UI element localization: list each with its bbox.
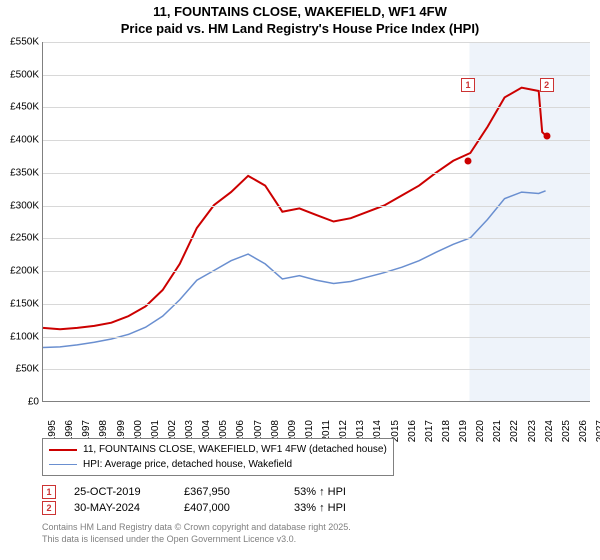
legend-swatch xyxy=(49,449,77,451)
chart-title: 11, FOUNTAINS CLOSE, WAKEFIELD, WF1 4FW … xyxy=(0,0,600,38)
series-hpi xyxy=(43,191,546,348)
data-point-delta: 53% ↑ HPI xyxy=(294,484,356,500)
y-axis-label: £350K xyxy=(1,167,39,178)
y-axis-label: £550K xyxy=(1,37,39,48)
gridline-h xyxy=(43,206,590,207)
gridline-h xyxy=(43,42,590,43)
footer-line-2: This data is licensed under the Open Gov… xyxy=(42,534,590,546)
gridline-h xyxy=(43,173,590,174)
gridline-h xyxy=(43,140,590,141)
y-axis-label: £500K xyxy=(1,69,39,80)
chart-plot-area: £0£50K£100K£150K£200K£250K£300K£350K£400… xyxy=(42,42,590,402)
legend-swatch xyxy=(49,464,77,465)
gridline-h xyxy=(43,238,590,239)
y-axis-label: £150K xyxy=(1,298,39,309)
chart-marker-dot xyxy=(465,158,472,165)
y-axis-label: £0 xyxy=(1,397,39,408)
data-point-marker: 1 xyxy=(42,485,56,499)
data-point-price: £367,950 xyxy=(184,484,294,500)
title-line-1: 11, FOUNTAINS CLOSE, WAKEFIELD, WF1 4FW xyxy=(0,4,600,21)
legend-and-footer: 11, FOUNTAINS CLOSE, WAKEFIELD, WF1 4FW … xyxy=(42,438,590,545)
gridline-h xyxy=(43,271,590,272)
series-price_paid xyxy=(43,88,546,330)
gridline-h xyxy=(43,304,590,305)
gridline-h xyxy=(43,107,590,108)
y-axis-label: £200K xyxy=(1,266,39,277)
legend-label: HPI: Average price, detached house, Wake… xyxy=(83,457,292,472)
gridline-h xyxy=(43,75,590,76)
chart-marker-dot xyxy=(543,132,550,139)
data-point-date: 30-MAY-2024 xyxy=(74,500,184,516)
x-axis-label: 2027 xyxy=(595,420,600,442)
legend-item: 11, FOUNTAINS CLOSE, WAKEFIELD, WF1 4FW … xyxy=(49,442,387,457)
chart-marker-box: 1 xyxy=(461,78,475,92)
y-axis-label: £400K xyxy=(1,135,39,146)
footer-line-1: Contains HM Land Registry data © Crown c… xyxy=(42,522,590,534)
data-point-row: 2 30-MAY-2024£407,00033% ↑ HPI xyxy=(42,500,356,516)
data-point-price: £407,000 xyxy=(184,500,294,516)
y-axis-label: £300K xyxy=(1,200,39,211)
data-point-marker: 2 xyxy=(42,501,56,515)
gridline-h xyxy=(43,369,590,370)
legend-item: HPI: Average price, detached house, Wake… xyxy=(49,457,387,472)
gridline-h xyxy=(43,337,590,338)
chart-lines-svg xyxy=(43,42,590,401)
legend-box: 11, FOUNTAINS CLOSE, WAKEFIELD, WF1 4FW … xyxy=(42,438,394,476)
data-point-table: 1 25-OCT-2019£367,95053% ↑ HPI 2 30-MAY-202… xyxy=(42,484,590,516)
y-axis-label: £100K xyxy=(1,331,39,342)
y-axis-label: £250K xyxy=(1,233,39,244)
y-axis-label: £50K xyxy=(1,364,39,375)
chart-marker-box: 2 xyxy=(540,78,554,92)
data-point-date: 25-OCT-2019 xyxy=(74,484,184,500)
attribution-footer: Contains HM Land Registry data © Crown c… xyxy=(42,522,590,545)
title-line-2: Price paid vs. HM Land Registry's House … xyxy=(0,21,600,38)
data-point-row: 1 25-OCT-2019£367,95053% ↑ HPI xyxy=(42,484,356,500)
legend-label: 11, FOUNTAINS CLOSE, WAKEFIELD, WF1 4FW … xyxy=(83,442,387,457)
data-point-delta: 33% ↑ HPI xyxy=(294,500,356,516)
y-axis-label: £450K xyxy=(1,102,39,113)
